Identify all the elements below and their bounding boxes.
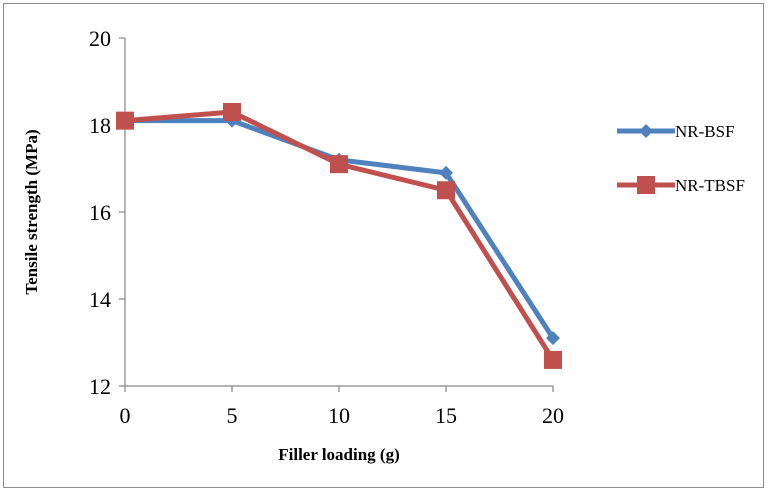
x-tick-label: 0 (120, 403, 131, 428)
x-tick-label: 10 (328, 403, 350, 428)
data-point-diamond (439, 165, 453, 180)
x-tick-label: 5 (227, 403, 238, 428)
data-point-square (544, 350, 562, 369)
y-tick-label: 12 (89, 374, 111, 399)
legend-item: NR-BSF (617, 122, 735, 141)
series-nr-tbsf (116, 102, 562, 369)
data-point-square (223, 102, 241, 121)
legend-swatch-marker (637, 176, 655, 194)
x-tick-label: 20 (542, 403, 564, 428)
data-point-square (330, 155, 348, 174)
data-point-square (437, 181, 455, 200)
x-axis-title: Filler loading (g) (278, 445, 400, 464)
series-nr-bsf (118, 113, 560, 346)
data-point-diamond (546, 331, 560, 346)
y-tick-label: 16 (89, 200, 111, 225)
y-axis-title: Tensile strength (MPa) (22, 129, 41, 294)
y-tick-label: 14 (89, 287, 111, 312)
chart-frame (3, 3, 764, 488)
data-point-square (116, 111, 134, 130)
legend-swatch-marker (639, 124, 653, 138)
legend-label: NR-BSF (675, 122, 735, 141)
y-tick-label: 20 (89, 26, 111, 51)
y-tick-label: 18 (89, 113, 111, 138)
legend-item: NR-TBSF (617, 176, 745, 195)
x-tick-label: 15 (435, 403, 457, 428)
legend-label: NR-TBSF (675, 176, 745, 195)
legend: NR-BSF NR-TBSF (617, 122, 745, 195)
